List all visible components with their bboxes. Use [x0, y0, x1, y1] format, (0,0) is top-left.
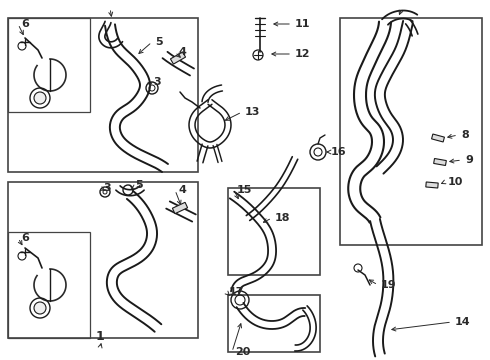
Text: 12: 12	[295, 49, 311, 59]
Bar	[172, 202, 188, 214]
Bar	[432, 134, 444, 142]
Text: 3: 3	[103, 183, 111, 193]
Text: 3: 3	[153, 77, 161, 87]
Text: 19: 19	[381, 280, 396, 290]
Text: 7: 7	[397, 0, 406, 3]
Text: 2: 2	[106, 0, 114, 3]
Bar	[228, 295, 320, 352]
Text: 5: 5	[155, 37, 163, 47]
Bar	[8, 232, 90, 338]
Bar	[8, 18, 90, 112]
Circle shape	[34, 302, 46, 314]
Text: 13: 13	[245, 107, 260, 117]
Bar	[171, 52, 186, 64]
Text: 15: 15	[237, 185, 252, 195]
Bar	[8, 18, 198, 172]
Bar	[426, 182, 438, 188]
Text: 1: 1	[96, 330, 104, 343]
Text: 6: 6	[21, 19, 29, 29]
Text: 4: 4	[178, 47, 186, 57]
Text: 17: 17	[229, 287, 245, 297]
Circle shape	[34, 92, 46, 104]
Text: 6: 6	[21, 233, 29, 243]
Text: 4: 4	[178, 185, 186, 195]
Text: 11: 11	[295, 19, 311, 29]
Text: 9: 9	[465, 155, 473, 165]
Text: 10: 10	[448, 177, 464, 187]
Bar	[8, 182, 198, 338]
Text: 8: 8	[461, 130, 469, 140]
Bar	[340, 18, 482, 245]
Bar	[434, 158, 446, 166]
Text: 18: 18	[275, 213, 291, 223]
Text: 20: 20	[235, 347, 250, 357]
Text: 16: 16	[331, 147, 346, 157]
Text: 5: 5	[135, 180, 143, 190]
Text: 14: 14	[455, 317, 470, 327]
Bar	[228, 188, 320, 275]
